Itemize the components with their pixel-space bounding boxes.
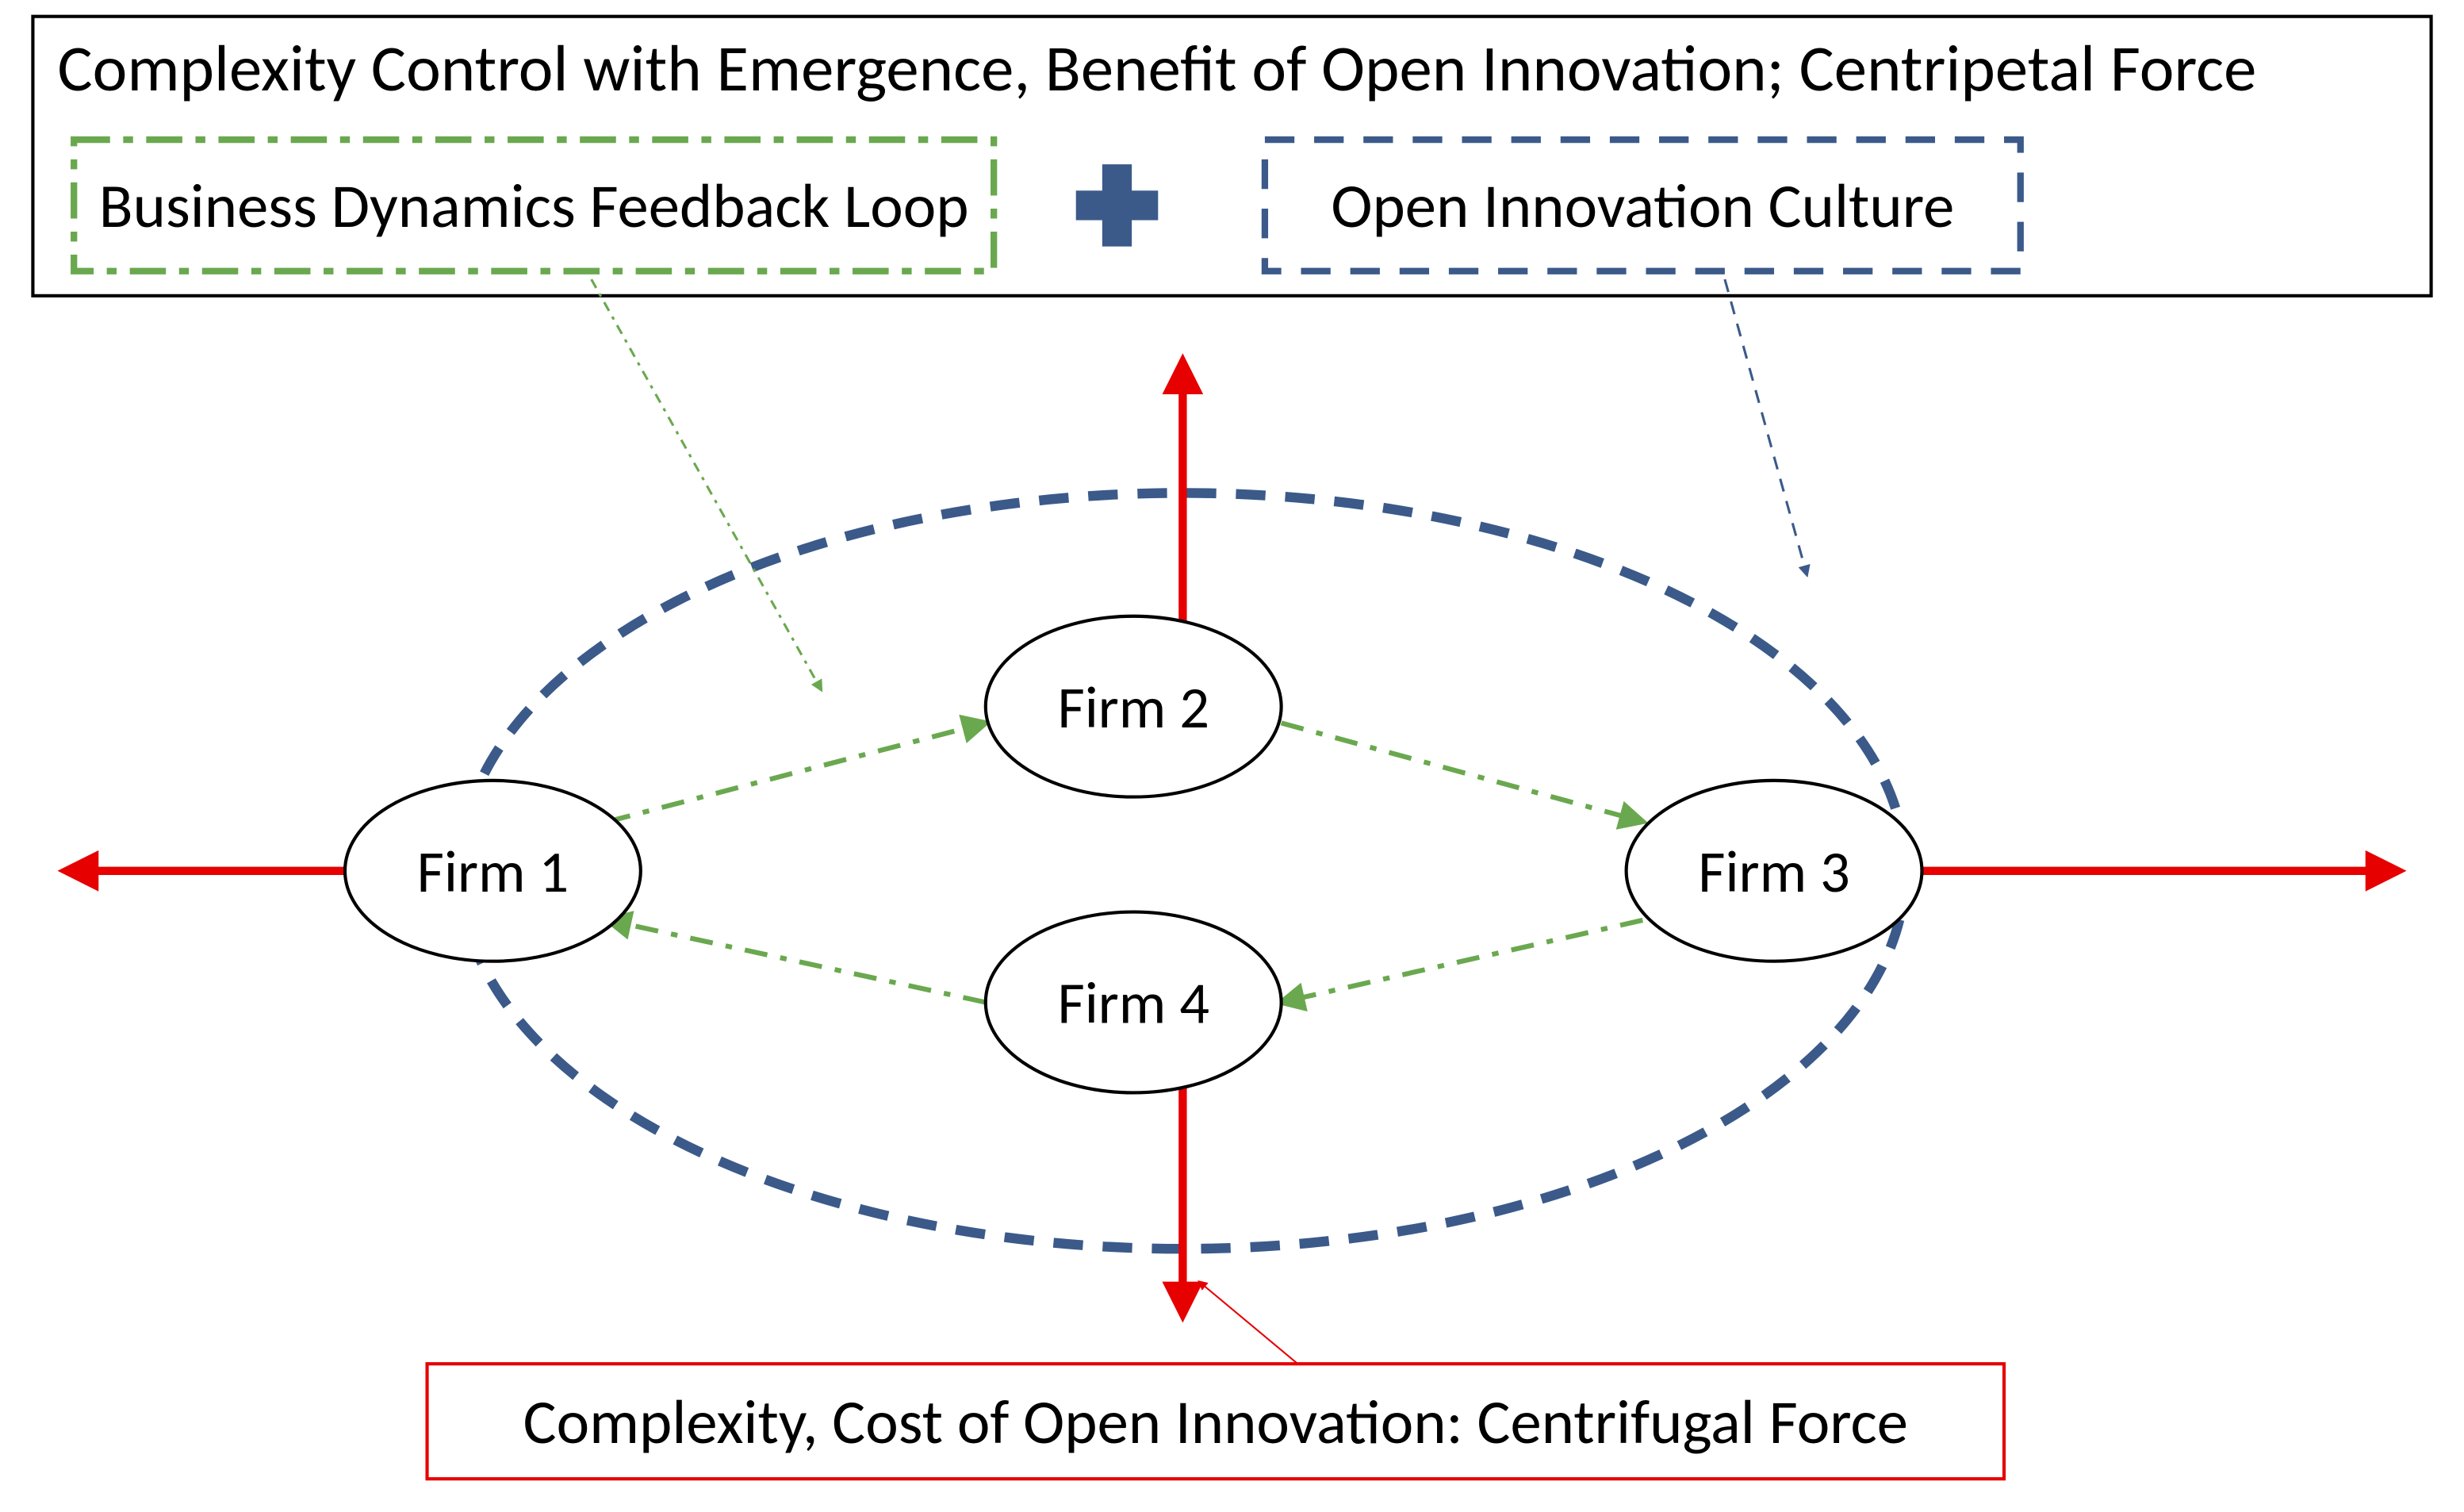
callout-blue [1725, 279, 1807, 575]
node-label-firm1: Firm 1 [417, 836, 569, 908]
node-label-firm2: Firm 2 [1057, 672, 1209, 744]
plus-icon [1102, 164, 1132, 247]
feedback-edge-3 [607, 920, 985, 1003]
feedback-edge-0 [607, 723, 985, 821]
bottom-label: Complexity, Cost of Open Innovation: Cen… [523, 1384, 1908, 1460]
node-label-firm4: Firm 4 [1057, 968, 1209, 1040]
feedback-loop-label: Business Dynamics Feedback Loop [99, 168, 969, 244]
feedback-edge-2 [1282, 920, 1643, 1003]
feedback-edge-1 [1282, 723, 1643, 821]
top-title: Complexity Control with Emergence, Benef… [57, 29, 2256, 109]
culture-label: Open Innovation Culture [1331, 168, 1954, 244]
node-label-firm3: Firm 3 [1698, 836, 1850, 908]
callout-red [1199, 1282, 1297, 1364]
